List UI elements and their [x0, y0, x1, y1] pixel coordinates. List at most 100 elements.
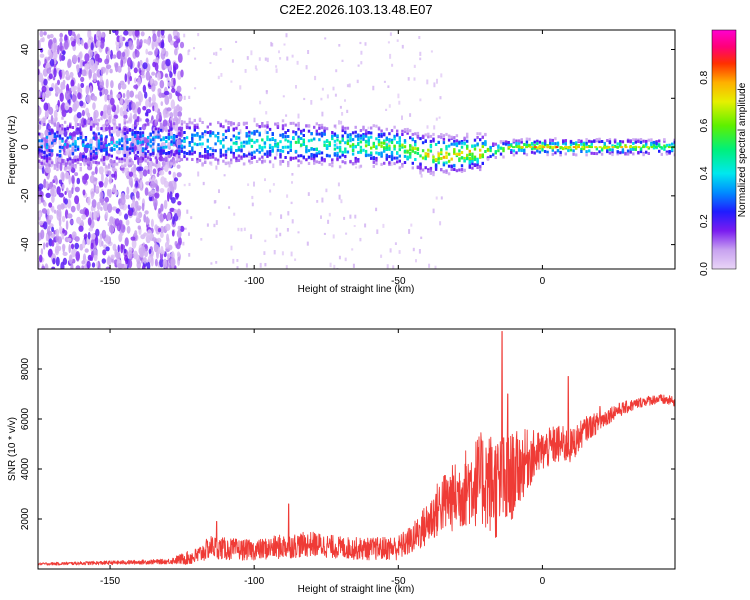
spectrogram-cell	[125, 194, 130, 200]
spectrogram-cell	[226, 148, 229, 153]
spectrogram-cell	[253, 140, 256, 144]
spectrogram-cell	[118, 138, 121, 142]
spectrogram-cell	[178, 127, 181, 131]
spectrogram-cell	[307, 162, 311, 165]
spectrogram-cell	[53, 117, 57, 124]
spectrogram-cell	[497, 145, 500, 149]
spectrogram-cell	[215, 51, 218, 56]
spectrogram-cell	[74, 158, 77, 162]
spectrogram-cell	[173, 177, 179, 182]
spectrogram-cell	[169, 71, 173, 78]
spectrogram-cell	[45, 156, 49, 160]
spectrogram-cell	[432, 158, 435, 162]
spectrogram-cell	[245, 140, 248, 144]
spectrogram-cell	[209, 130, 212, 134]
spectrogram-cell	[300, 137, 303, 140]
spectrogram-cell	[206, 131, 209, 134]
spectrogram-cell	[528, 144, 531, 147]
spectrogram-cell	[507, 146, 511, 149]
spectrogram-cell	[468, 158, 471, 162]
spectrogram-cell	[71, 164, 75, 168]
spectrogram-cell	[61, 127, 64, 131]
spectrogram-cell	[211, 152, 215, 156]
spectrogram-cell	[74, 100, 80, 109]
spectrogram-cell	[40, 139, 43, 143]
spectrogram-cell	[275, 234, 278, 238]
spectrogram-cell	[665, 150, 669, 154]
spectrogram-cell	[50, 114, 54, 122]
spectrogram-cell	[248, 137, 251, 140]
spectrogram-cell	[165, 136, 168, 140]
spectrogram-cell	[585, 141, 588, 145]
spectrogram-cell	[222, 133, 225, 137]
spectrogram-cell	[84, 53, 90, 63]
spectrogram-cell	[80, 38, 84, 46]
spectrogram-cell	[646, 146, 650, 149]
spectrogram-cell	[92, 102, 96, 110]
spectrogram-cell	[126, 120, 129, 124]
spectrogram-cell	[123, 158, 126, 162]
spectrogram-cell	[165, 158, 168, 162]
spectrogram-cell	[551, 148, 554, 152]
spectrogram-cell	[172, 141, 176, 145]
spectrogram-cell	[310, 157, 313, 161]
spectrogram-cell	[324, 37, 327, 40]
spectrogram-cell	[608, 140, 612, 144]
spectrogram-cell	[168, 92, 173, 100]
spectrogram-cell	[40, 196, 44, 203]
spectrogram-cell	[151, 71, 156, 76]
spectrogram-cell	[145, 99, 150, 108]
spectrogram-cell	[268, 146, 272, 150]
spectrogram-cell	[489, 149, 492, 153]
spectrogram-cell	[197, 33, 200, 37]
spectrogram-cell	[626, 139, 630, 143]
spectrogram-cell	[323, 132, 326, 136]
spectrogram-cell	[65, 142, 70, 149]
spectrogram-cell	[217, 161, 220, 165]
spectrogram-cell	[139, 170, 143, 180]
spectrogram-cell	[141, 134, 145, 138]
spectrogram-cell	[396, 151, 399, 155]
spectrogram-cell	[101, 258, 107, 264]
spectrogram-cell	[421, 141, 425, 145]
spectrogram-cell	[440, 196, 443, 200]
spectrogram-cell	[572, 152, 575, 156]
spectrogram-cell	[569, 140, 573, 144]
spectrogram-cell	[393, 162, 396, 166]
spectrogram-cell	[264, 178, 266, 182]
spectrogram-cell	[228, 164, 231, 168]
spectrogram-cell	[525, 153, 529, 157]
spectrogram-cell	[389, 53, 392, 59]
spectrogram-cell	[146, 229, 152, 238]
spectrogram-cell	[193, 123, 196, 127]
snr-x-ticks: -150 -100 -50 0	[100, 329, 546, 587]
spectrogram-cell	[105, 78, 109, 89]
spectrogram-cell	[258, 150, 261, 154]
spectrogram-cell	[370, 153, 373, 157]
spectrogram-cell	[549, 145, 552, 149]
spectrogram-cell	[554, 137, 557, 141]
spectrogram-cell	[271, 133, 274, 136]
spectrogram-cell	[188, 232, 190, 236]
spectrogram-cell	[70, 243, 75, 250]
spectrogram-cell	[61, 146, 64, 149]
spectrogram-cell	[236, 259, 239, 262]
spectrogram-cell	[420, 236, 423, 240]
spectrogram-cell	[127, 250, 133, 259]
spectrogram-cell	[102, 249, 107, 256]
spectrogram-cell	[321, 197, 324, 203]
spectrogram-cell	[360, 61, 363, 65]
spectrogram-cell	[102, 162, 106, 166]
spectrogram-cell	[655, 140, 658, 144]
spectrogram-cell	[546, 150, 549, 154]
spectrogram-cell	[132, 211, 137, 216]
spectrogram-cell	[354, 134, 357, 138]
spectrogram-cell	[328, 154, 331, 158]
spectrogram-cell	[372, 145, 375, 148]
spectrogram-cell	[154, 156, 158, 160]
spectrogram-cell	[92, 136, 95, 140]
spectrogram-cell	[104, 94, 108, 103]
spectrogram-cell	[183, 145, 186, 149]
spectrogram-cell	[176, 172, 182, 178]
